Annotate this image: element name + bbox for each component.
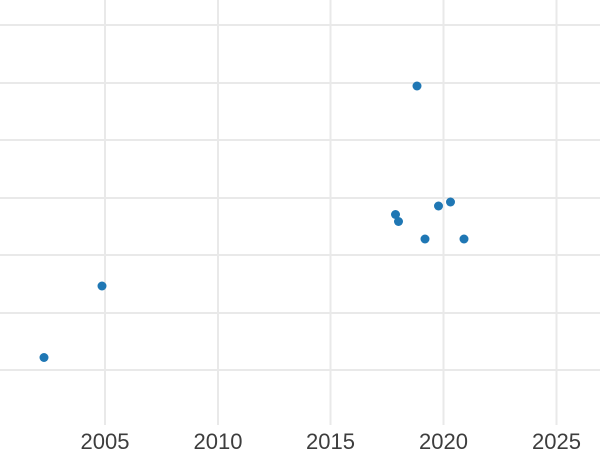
data-point: [420, 234, 430, 244]
data-point: [459, 234, 469, 244]
x-tick-label: 2015: [306, 429, 355, 450]
data-point: [97, 281, 107, 291]
data-point: [412, 81, 422, 91]
x-tick-label: 2025: [532, 429, 581, 450]
x-tick-label: 2020: [419, 429, 468, 450]
x-tick-label: 2010: [194, 429, 243, 450]
data-point: [446, 197, 455, 207]
data-point: [434, 201, 443, 211]
data-point: [394, 217, 403, 226]
x-tick-label: 2005: [81, 429, 130, 450]
data-point: [39, 353, 49, 362]
data-point: [391, 210, 400, 219]
